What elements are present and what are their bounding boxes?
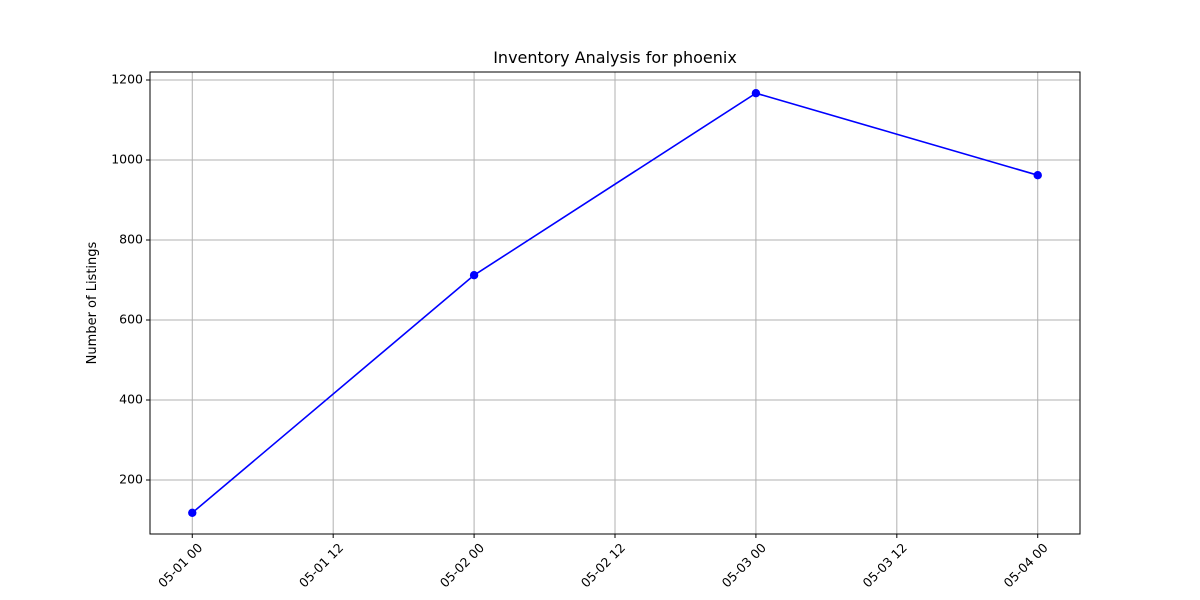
data-point <box>1033 171 1042 180</box>
y-tick-label: 200 <box>119 472 143 487</box>
grid-lines <box>150 72 1080 534</box>
y-tick-label: 1200 <box>111 72 143 87</box>
series-layer <box>188 89 1042 517</box>
y-tick-label: 400 <box>119 392 143 407</box>
data-point <box>188 508 197 517</box>
y-tick-label: 800 <box>119 232 143 247</box>
series-line <box>191 92 1038 514</box>
data-point <box>469 271 479 280</box>
y-axis-label: Number of Listings <box>85 241 100 364</box>
data-point <box>751 89 761 98</box>
chart-title: Inventory Analysis for phoenix <box>493 48 737 67</box>
y-tick-label: 600 <box>119 312 143 327</box>
y-tick-label: 1000 <box>111 152 143 167</box>
